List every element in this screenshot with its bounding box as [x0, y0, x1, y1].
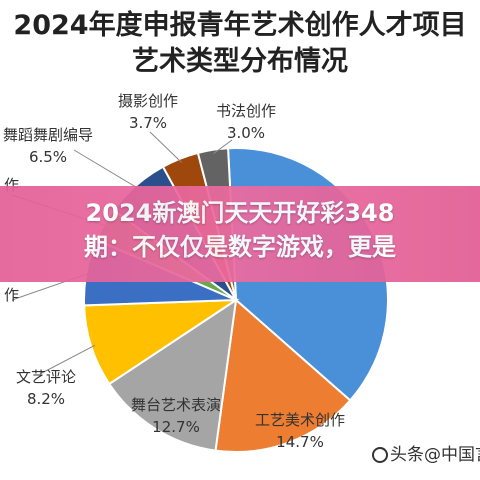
slice-label: 工艺美术创作	[255, 411, 345, 429]
slice-label: 文艺评论	[16, 368, 76, 386]
slice-value-label: 6.5%	[29, 148, 67, 166]
leader-line	[149, 131, 182, 163]
chart-title-line1: 2024年度申报青年艺术创作人才项目	[13, 10, 467, 41]
pie-slice	[83, 298, 240, 386]
banner-line2: 期：不仅仅是数字游戏，更是	[84, 233, 396, 261]
slice-value-label: 12.7%	[152, 418, 200, 436]
slice-label: 书法创作	[216, 102, 276, 120]
slice-value-label: 3.7%	[129, 114, 167, 132]
slice-label: 舞蹈舞剧编导	[3, 126, 93, 144]
chart-title-line2: 艺术类型分布情况	[132, 46, 348, 77]
leader-line	[73, 149, 139, 190]
slice-value-label: 14.7%	[276, 433, 324, 451]
leader-line	[213, 139, 233, 155]
slice-value-label: 3.0%	[227, 124, 265, 142]
watermark-text: 头条@中国言	[390, 445, 480, 465]
watermark-icon	[372, 447, 388, 463]
watermark: 头条@中国言	[372, 440, 480, 465]
pie-slice	[107, 297, 238, 452]
leader-line	[39, 344, 96, 375]
overlay-banner: 2024新澳门天天开好彩348 期：不仅仅是数字游戏，更是	[0, 186, 480, 282]
slice-label: 摄影创作	[118, 92, 178, 110]
banner-line1: 2024新澳门天天开好彩348	[85, 199, 395, 227]
slice-label: 舞台艺术表演	[131, 396, 221, 414]
chart-title: 2024年度申报青年艺术创作人才项目 艺术类型分布情况	[0, 8, 480, 80]
slice-label: 作	[4, 286, 19, 304]
slice-value-label: 8.2%	[27, 390, 65, 408]
pie-slice	[214, 298, 352, 453]
